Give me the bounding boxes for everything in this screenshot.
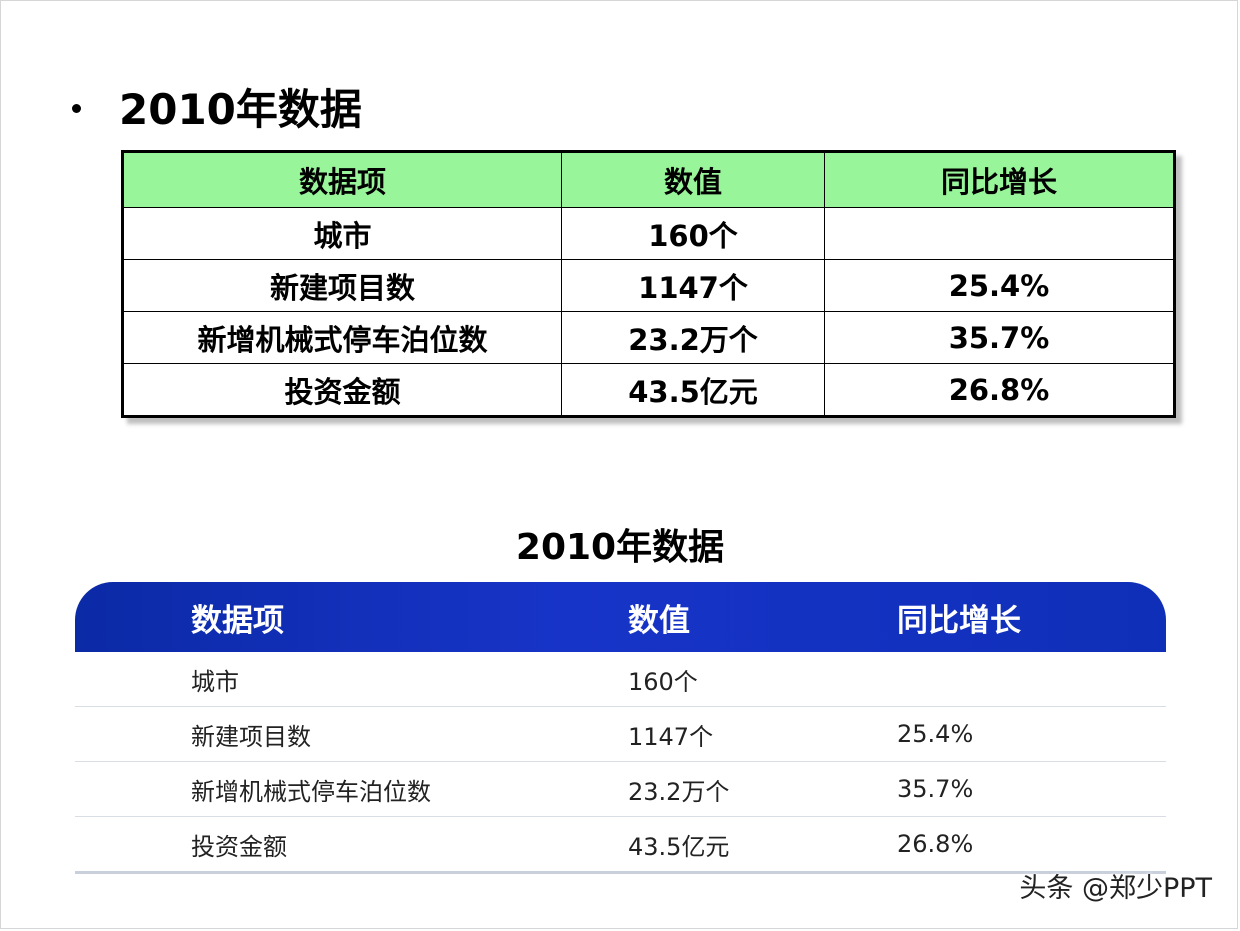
table-row: 投资金额 43.5亿元 26.8% xyxy=(122,363,1175,417)
cell-growth: 35.7% xyxy=(824,311,1175,364)
bullet-title: 2010年数据 xyxy=(72,76,362,137)
table-row: 投资金额 43.5亿元 26.8% xyxy=(75,817,1166,874)
cell-item: 新增机械式停车泊位数 xyxy=(122,311,562,364)
cell-item: 新建项目数 xyxy=(191,722,311,751)
cell-growth: 25.4% xyxy=(897,720,974,748)
table-row: 新增机械式停车泊位数 23.2万个 35.7% xyxy=(75,762,1166,817)
bullet-dot xyxy=(72,104,81,113)
cell-value: 160个 xyxy=(561,207,825,260)
table-row: 城市 160个 xyxy=(75,652,1166,707)
cell-value: 1147个 xyxy=(561,259,825,312)
table-bordered: 数据项 数值 同比增长 城市 160个 新建项目数 1147个 25.4% 新增… xyxy=(121,150,1176,418)
table-row: 城市 160个 xyxy=(122,207,1175,260)
cell-value: 1147个 xyxy=(628,722,714,751)
cell-value: 43.5亿元 xyxy=(561,363,825,417)
cell-value: 43.5亿元 xyxy=(628,832,730,861)
cell-growth: 26.8% xyxy=(824,363,1175,417)
table-row: 新建项目数 1147个 25.4% xyxy=(122,259,1175,312)
header-growth: 同比增长 xyxy=(897,602,1021,639)
cell-item: 新建项目数 xyxy=(122,259,562,312)
cell-growth xyxy=(824,207,1175,260)
header-value: 数值 xyxy=(561,151,825,208)
cell-growth: 26.8% xyxy=(897,830,974,858)
table-row: 新增机械式停车泊位数 23.2万个 35.7% xyxy=(122,311,1175,364)
header-item: 数据项 xyxy=(191,602,284,639)
section1-title: 2010年数据 xyxy=(119,85,362,134)
section2-title: 2010年数据 xyxy=(515,527,725,568)
table-header-row: 数据项 数值 同比增长 xyxy=(122,151,1175,208)
cell-item: 投资金额 xyxy=(191,832,287,861)
header-item: 数据项 xyxy=(122,151,562,208)
cell-item: 城市 xyxy=(191,667,239,696)
cell-value: 23.2万个 xyxy=(628,777,730,806)
cell-item: 城市 xyxy=(122,207,562,260)
table-row: 新建项目数 1147个 25.4% xyxy=(75,707,1166,762)
table-styled: 数据项 数值 同比增长 城市 160个 新建项目数 1147个 25.4% 新增… xyxy=(75,582,1166,874)
table-header-row: 数据项 数值 同比增长 xyxy=(75,582,1166,652)
header-value: 数值 xyxy=(628,602,690,639)
cell-value: 23.2万个 xyxy=(561,311,825,364)
watermark: 头条 @郑少PPT xyxy=(1019,873,1212,904)
cell-item: 新增机械式停车泊位数 xyxy=(191,777,431,806)
cell-growth: 25.4% xyxy=(824,259,1175,312)
header-growth: 同比增长 xyxy=(824,151,1175,208)
cell-growth: 35.7% xyxy=(897,775,974,803)
cell-item: 投资金额 xyxy=(122,363,562,417)
cell-value: 160个 xyxy=(628,667,698,696)
